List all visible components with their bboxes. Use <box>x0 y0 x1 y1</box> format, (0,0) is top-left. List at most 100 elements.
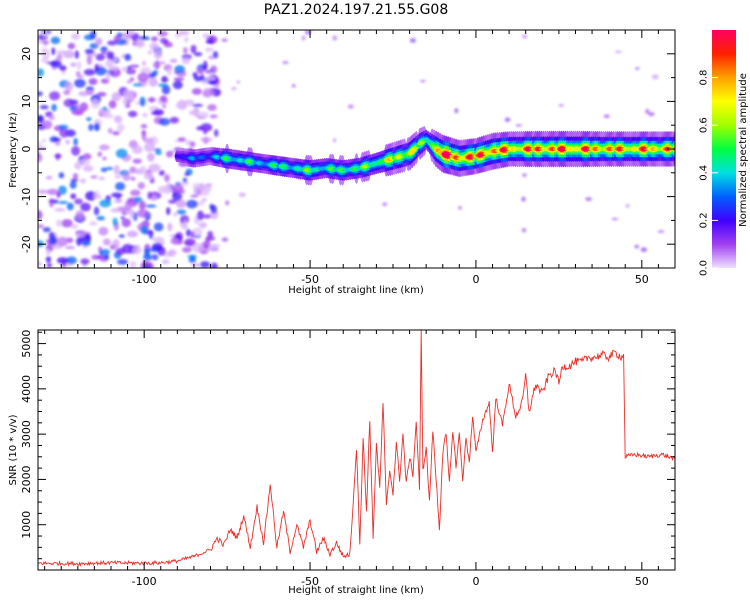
spectrogram-noise-blob <box>94 63 100 72</box>
spectrogram-noise-blob <box>181 57 191 65</box>
spectrogram-noise-blob <box>169 116 179 124</box>
spectrogram-noise-blob <box>85 191 97 201</box>
spectrogram-noise-blob <box>123 89 135 100</box>
colorbar: 0.0 0.2 0.4 0.6 0.8 Normalized spectral ampl… <box>699 30 749 276</box>
spectrogram-noise-blob <box>45 249 51 256</box>
spectrogram-noise-blob <box>648 112 655 117</box>
spectrogram-noise-blob <box>103 113 114 119</box>
spectrogram-noise-blob <box>129 261 137 268</box>
spectrogram-noise-blob <box>145 204 157 208</box>
spectrogram-noise-blob <box>640 247 647 253</box>
spectrogram-noise-blob <box>204 69 212 74</box>
spectrogram-noise-blob <box>115 148 128 159</box>
spectrogram-noise-blob <box>112 239 120 249</box>
spectrogram-noise-blob <box>182 247 192 253</box>
spectrogram-noise-blob <box>207 104 217 111</box>
spectrogram-noise-blob <box>38 115 45 124</box>
colorbar-tick-label: 0.6 <box>699 117 710 133</box>
spectrogram-noise-blob <box>522 173 527 177</box>
spectrogram-noise-blob <box>132 145 143 154</box>
spectrogram-noise-blob <box>46 263 53 268</box>
snr-y-tick-label: 1000 <box>20 511 33 539</box>
spectrogram-noise-blob <box>193 186 198 196</box>
colorbar-ticks: 0.0 0.2 0.4 0.6 0.8 <box>699 70 718 276</box>
spectrogram-noise-blob <box>190 255 196 260</box>
spectrogram-noise-blob <box>521 196 526 202</box>
spectrogram-noise-blob <box>121 243 134 254</box>
spectrogram-noise-blob <box>99 144 110 151</box>
spectrogram-noise-blob <box>78 91 89 97</box>
spectrogram-noise-blob <box>199 261 210 268</box>
spectrogram-noise-blob <box>140 165 147 172</box>
colorbar-tick-label: 0.4 <box>699 165 710 181</box>
spectrogram-noise-blob <box>118 234 125 238</box>
spectrogram-noise-blob <box>91 254 101 260</box>
spectrogram-y-tick-label: -20 <box>20 235 33 253</box>
spectrogram-noise-blob <box>225 200 230 206</box>
spectrogram-noise-blob <box>137 209 149 218</box>
spectrogram-noise-blob <box>172 192 183 202</box>
spectrogram-noise-blob <box>52 137 62 142</box>
spectrogram-noise-blob <box>140 123 148 129</box>
spectrogram-noise-blob <box>504 117 511 122</box>
spectrogram-noise-blob <box>167 249 177 257</box>
spectrogram-noise-blob <box>165 150 174 158</box>
spectrogram-noise-blob <box>76 74 84 79</box>
spectrogram-noise-blob <box>106 51 112 60</box>
spectrogram-noise-blob <box>521 227 527 233</box>
spectrogram-noise-blob <box>173 77 185 81</box>
spectrogram-noise-blob <box>102 106 108 111</box>
spectrogram-noise-blob <box>100 51 107 55</box>
spectrogram-noise-blob <box>66 202 74 211</box>
spectrogram-noise-blob <box>184 172 190 176</box>
colorbar-tick-label: 0.8 <box>699 70 710 86</box>
spectrogram-noise-blob <box>204 248 210 252</box>
spectrogram-noise-blob <box>151 242 163 251</box>
spectrogram-noise-blob <box>158 170 165 176</box>
snr-y-axis-label: SNR (10 * v/v) <box>8 414 19 485</box>
spectrogram-noise-blob <box>113 165 120 175</box>
spectrogram-noise-blob <box>206 184 212 192</box>
spectrogram-noise-blob <box>98 176 106 181</box>
spectrogram-noise-blob <box>209 114 218 119</box>
spectrogram-noise-blob <box>38 142 43 146</box>
spectrogram-noise-blob <box>202 60 208 71</box>
spectrogram-noise-blob <box>139 96 146 107</box>
spectrogram-noise-blob <box>70 178 79 182</box>
spectrogram-noise-blob <box>41 138 46 143</box>
spectrogram-noise-blob <box>214 84 220 89</box>
spectrogram-noise-blob <box>108 100 117 109</box>
spectrogram-noise-blob <box>104 253 110 261</box>
spectrogram-noise-blob <box>113 115 123 124</box>
spectrogram-noise-blob <box>89 30 97 39</box>
spectrogram-noise-blob <box>212 51 219 59</box>
spectrogram-noise-blob <box>175 103 184 109</box>
spectrogram-noise-blob <box>38 146 47 151</box>
snr-x-tick-label: -50 <box>301 575 319 588</box>
spectrogram-noise-blob <box>111 208 119 213</box>
spectrogram-noise-blob <box>71 146 81 156</box>
spectrogram-noise-blob <box>175 32 182 38</box>
spectrogram-noise-blob <box>58 185 67 195</box>
spectrogram-noise-blob <box>70 62 77 67</box>
spectrogram-noise-blob <box>114 174 122 179</box>
spectrogram-noise-blob <box>172 80 183 90</box>
spectrogram-noise-blob <box>100 78 110 84</box>
spectrogram-noise-blob <box>221 237 229 242</box>
spectrogram-noise-blob <box>141 131 147 141</box>
spectrogram-noise-blob <box>125 68 137 75</box>
spectrogram-noise-blob <box>161 84 171 95</box>
spectrogram-noise-blob <box>291 84 296 88</box>
spectrogram-noise-blob <box>169 234 176 238</box>
spectrogram-noise-blob <box>38 261 42 267</box>
spectrogram-noise-blob <box>148 163 161 173</box>
spectrogram-noise-blob <box>182 177 188 183</box>
spectrogram-noise-blob <box>190 263 201 267</box>
colorbar-gradient <box>712 30 736 268</box>
spectrogram-noise-blob <box>611 217 619 221</box>
spectrogram-noise-blob <box>64 81 74 92</box>
spectrogram-noise-blob <box>143 172 154 180</box>
spectrogram-noise-blob <box>97 151 103 157</box>
spectrogram-noise-blob <box>157 31 168 37</box>
